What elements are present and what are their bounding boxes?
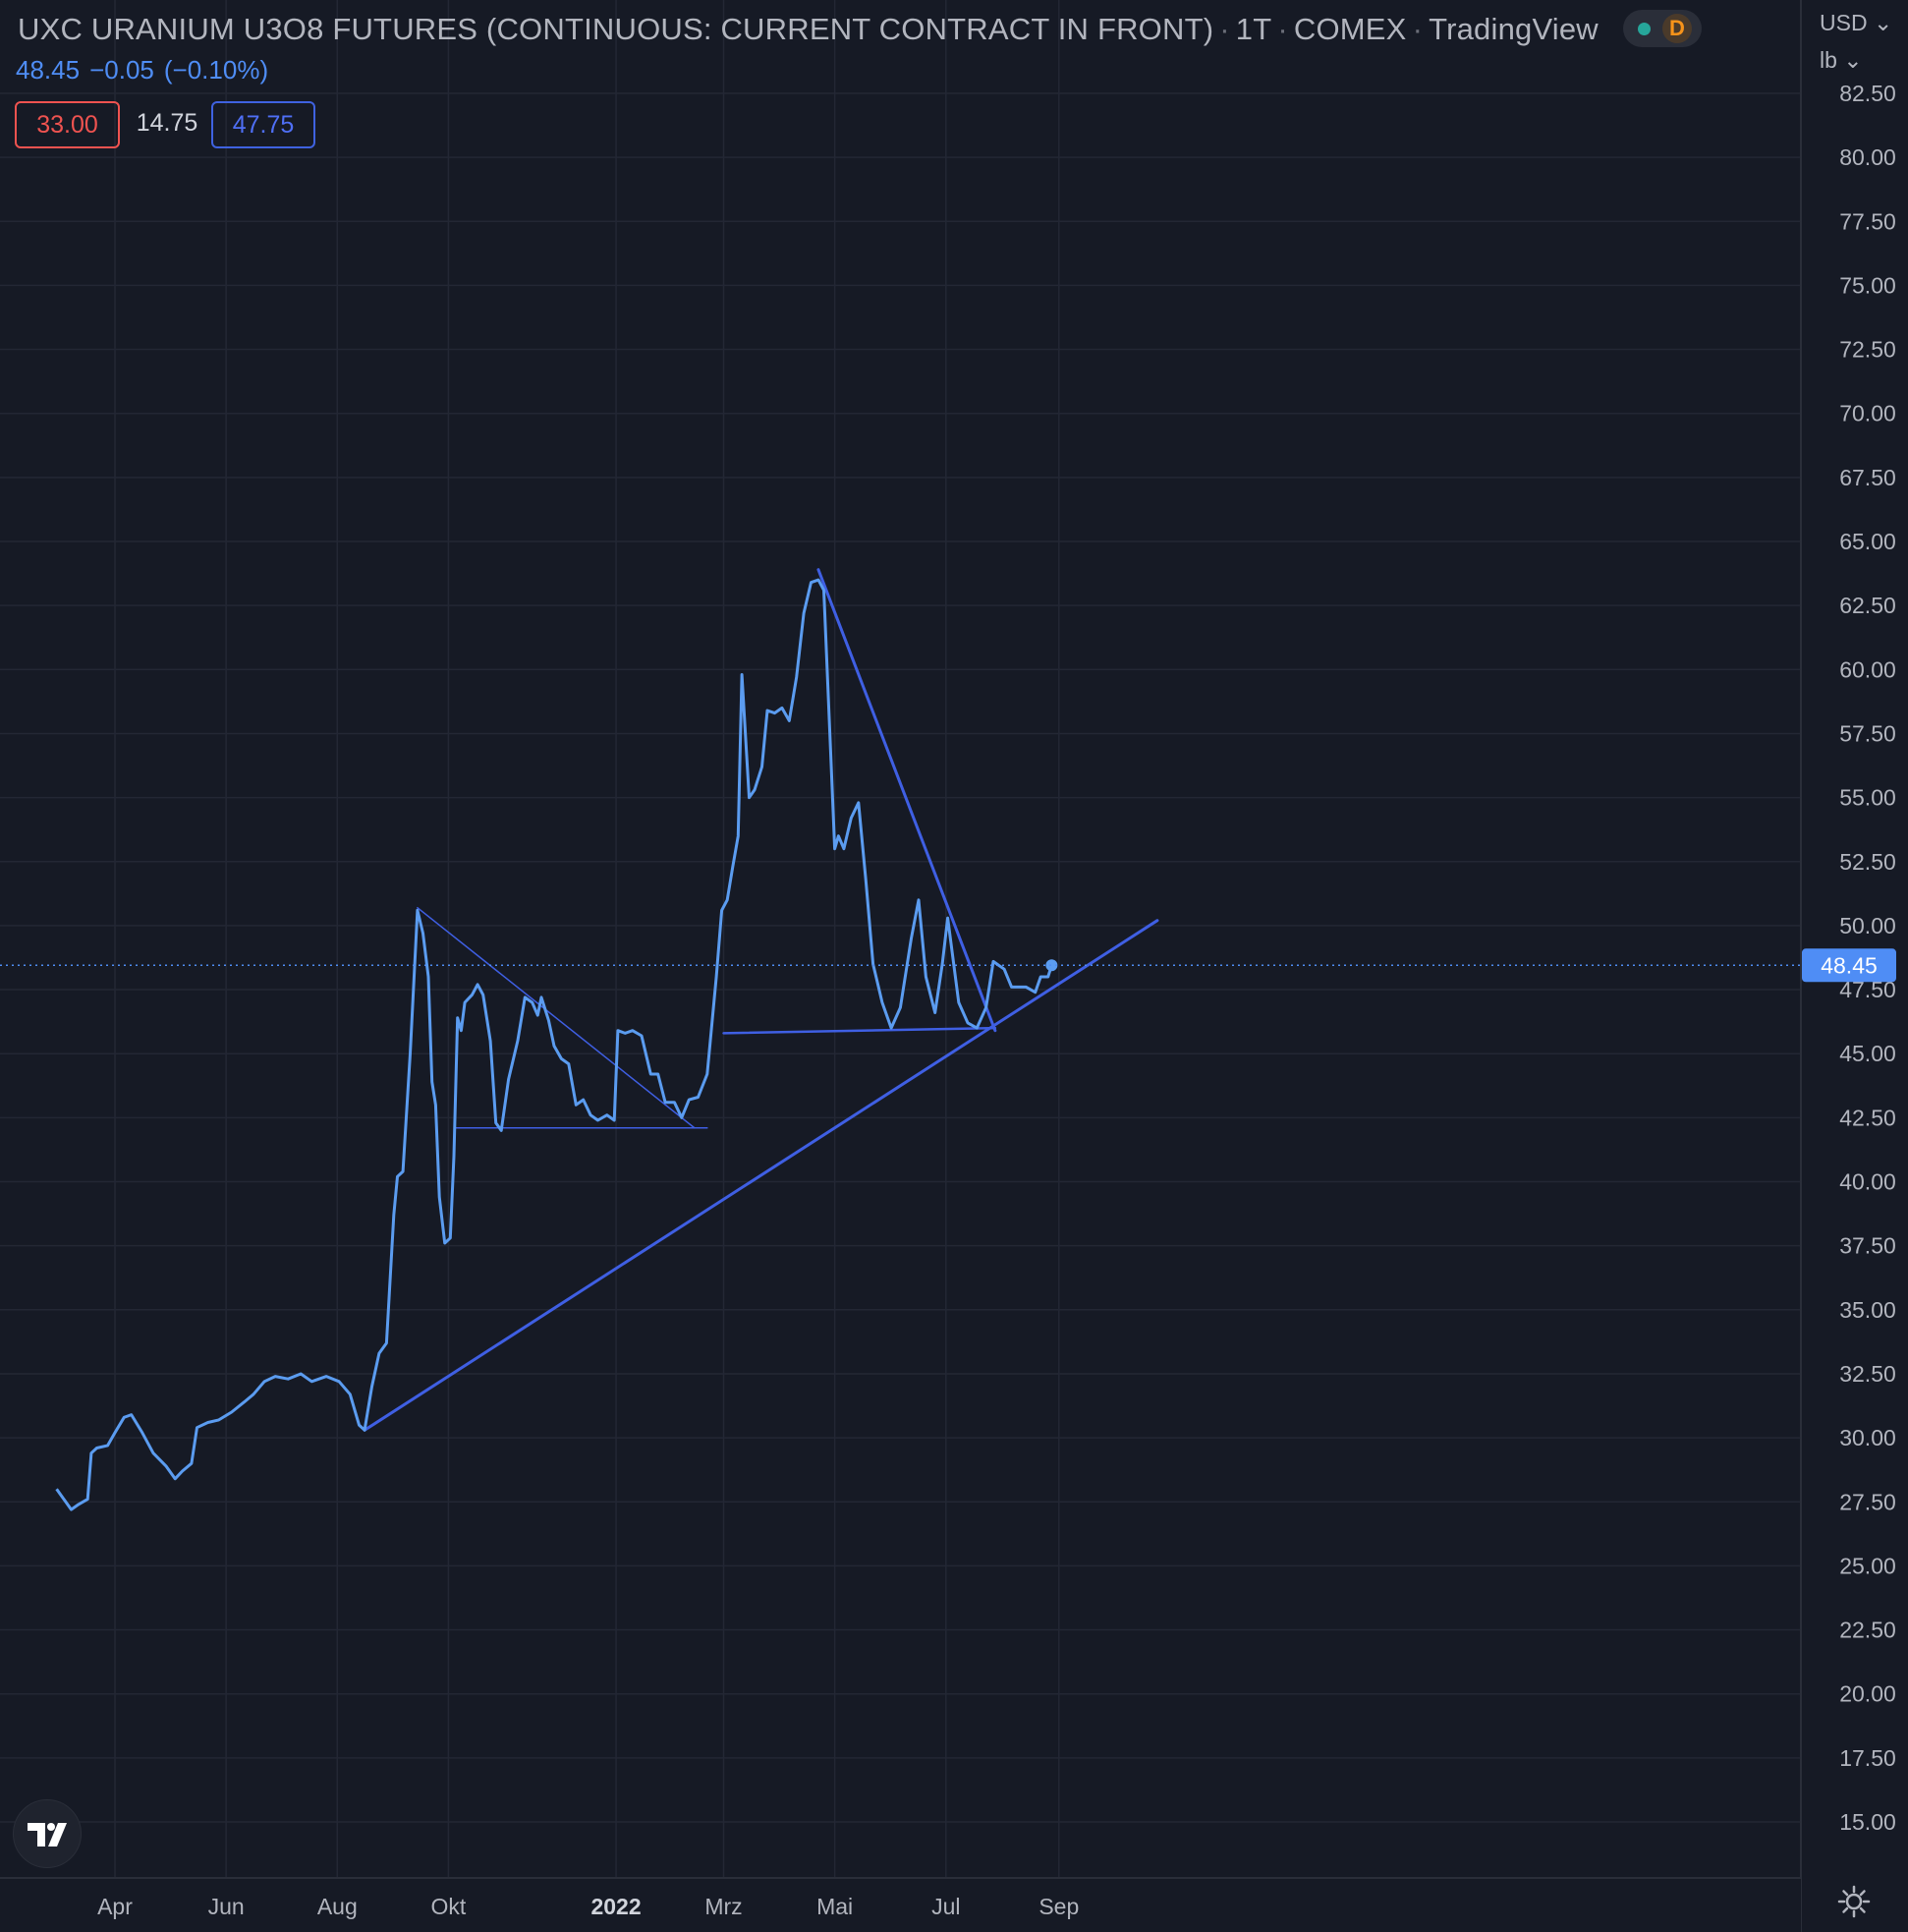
measure-diff: 14.75 <box>136 109 198 137</box>
y-tick-label: 62.50 <box>1839 593 1896 618</box>
market-status-badge[interactable]: D <box>1623 10 1702 47</box>
tradingview-logo-icon[interactable] <box>13 1799 82 1868</box>
unit-label: lb <box>1820 47 1837 73</box>
y-tick-label: 60.00 <box>1839 656 1896 682</box>
trend-line[interactable] <box>816 568 997 1033</box>
svg-text:48.45: 48.45 <box>1821 952 1878 978</box>
time-axis-panel[interactable] <box>0 1878 1801 1932</box>
chevron-down-icon: ⌄ <box>1843 47 1863 73</box>
x-tick-label: 2022 <box>590 1894 641 1919</box>
x-tick-label: Aug <box>317 1894 358 1919</box>
price-change-pct: (−0.10%) <box>163 55 269 85</box>
y-tick-label: 32.50 <box>1839 1361 1896 1387</box>
x-tick-label: Jun <box>208 1894 245 1919</box>
horizontal-line[interactable] <box>722 1026 997 1035</box>
currency-selector[interactable]: USD ⌄ <box>1820 10 1892 36</box>
y-tick-label: 37.50 <box>1839 1233 1896 1259</box>
y-tick-label: 20.00 <box>1839 1681 1896 1707</box>
price-series-line <box>55 578 1053 1511</box>
y-tick-label: 70.00 <box>1839 401 1896 426</box>
delayed-badge: D <box>1662 14 1692 43</box>
measure-low-box[interactable]: 33.00 <box>15 101 120 148</box>
y-tick-label: 27.50 <box>1839 1489 1896 1514</box>
price-change: −0.05 <box>89 55 154 85</box>
x-tick-label: Okt <box>431 1894 467 1919</box>
gear-icon[interactable] <box>1837 1885 1871 1918</box>
last-price-dot <box>1045 959 1058 972</box>
x-tick-label: Apr <box>97 1894 133 1919</box>
y-tick-label: 35.00 <box>1839 1297 1896 1323</box>
last-price-tag: 48.45 <box>1802 948 1896 983</box>
x-tick-label: Sep <box>1038 1894 1079 1919</box>
y-tick-label: 67.50 <box>1839 465 1896 490</box>
y-tick-label: 25.00 <box>1839 1553 1896 1578</box>
x-tick-label: Mrz <box>704 1894 742 1919</box>
last-price: 48.45 <box>16 55 81 85</box>
trend-drawings <box>363 568 1159 1432</box>
source-label: TradingView <box>1429 12 1599 46</box>
time-axis-labels: Apr Jun Aug Okt 2022 Mrz Mai Jul Sep <box>97 1894 1079 1919</box>
y-tick-label: 77.50 <box>1839 208 1896 234</box>
chart-grid <box>0 0 1801 1878</box>
chevron-down-icon: ⌄ <box>1873 10 1893 35</box>
currency-label: USD <box>1820 10 1868 35</box>
y-tick-label: 52.50 <box>1839 849 1896 875</box>
status-dot-icon <box>1638 23 1651 35</box>
x-tick-label: Mai <box>816 1894 853 1919</box>
quote-line: 48.45 −0.05 (−0.10%) <box>16 55 278 85</box>
symbol-name[interactable]: UXC URANIUM U3O8 FUTURES (CONTINUOUS: CU… <box>18 12 1214 46</box>
y-tick-label: 22.50 <box>1839 1618 1896 1643</box>
interval-label[interactable]: 1T <box>1235 12 1272 46</box>
y-tick-label: 65.00 <box>1839 529 1896 554</box>
y-tick-label: 15.00 <box>1839 1809 1896 1835</box>
y-tick-label: 82.50 <box>1839 81 1896 106</box>
y-tick-label: 50.00 <box>1839 913 1896 938</box>
unit-selector[interactable]: lb ⌄ <box>1820 47 1863 74</box>
y-tick-label: 45.00 <box>1839 1041 1896 1066</box>
measure-high-box[interactable]: 47.75 <box>211 101 315 148</box>
trend-line[interactable] <box>363 919 1159 1432</box>
y-tick-label: 57.50 <box>1839 720 1896 746</box>
price-axis-labels: 15.00 17.50 20.00 22.50 25.00 27.50 30.00 32.50… <box>1839 81 1896 1835</box>
y-tick-label: 55.00 <box>1839 785 1896 811</box>
exchange-label: COMEX <box>1293 12 1407 46</box>
y-tick-label: 75.00 <box>1839 272 1896 298</box>
y-tick-label: 17.50 <box>1839 1745 1896 1771</box>
trend-line[interactable] <box>417 906 696 1129</box>
y-tick-label: 72.50 <box>1839 337 1896 363</box>
y-tick-label: 30.00 <box>1839 1425 1896 1450</box>
chart-title: UXC URANIUM U3O8 FUTURES (CONTINUOUS: CU… <box>18 12 1599 46</box>
y-tick-label: 40.00 <box>1839 1169 1896 1195</box>
x-tick-label: Jul <box>931 1894 960 1919</box>
y-tick-label: 80.00 <box>1839 144 1896 170</box>
y-tick-label: 42.50 <box>1839 1105 1896 1130</box>
